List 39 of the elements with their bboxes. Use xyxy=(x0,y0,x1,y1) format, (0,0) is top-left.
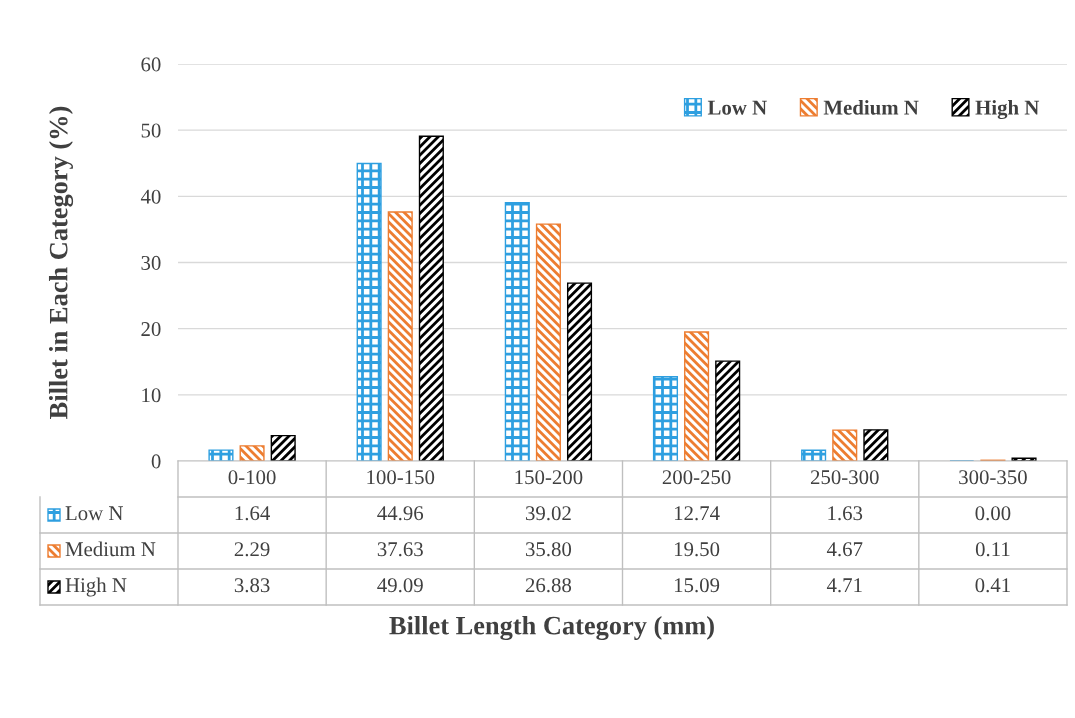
data-label: 4.67 xyxy=(826,542,863,557)
data-label: 0.41 xyxy=(975,578,1010,593)
y-tick-label: 10 xyxy=(142,388,161,403)
text: Medium N xyxy=(65,541,156,557)
data-label: 0.11 xyxy=(975,542,1010,557)
x-tick-label: 300-350 xyxy=(959,470,1027,485)
x-tick-label: 200-250 xyxy=(662,470,731,485)
data-label: 12.74 xyxy=(674,506,720,521)
data-label: 1.64 xyxy=(235,506,270,521)
legend-label: Medium N xyxy=(823,100,919,115)
x-tick-label: 0-100 xyxy=(228,470,276,485)
data-label: 15.09 xyxy=(674,578,720,593)
y-tick-label: 60 xyxy=(141,57,161,72)
legend-label: Low N xyxy=(707,100,767,115)
text: Low N xyxy=(65,506,123,521)
data-label: 44.96 xyxy=(377,506,424,521)
data-label: 3.83 xyxy=(234,578,270,593)
y-tick-label: 0 xyxy=(151,454,161,469)
x-tick-label: 100-150 xyxy=(367,470,435,485)
data-label: 39.02 xyxy=(525,506,571,521)
y-axis-title: Billet in Each Category (%) xyxy=(48,106,74,419)
data-label: 1.63 xyxy=(828,506,863,521)
y-tick-label: 20 xyxy=(141,322,161,337)
y-tick-label: 50 xyxy=(141,123,161,138)
x-tick-label: 150-200 xyxy=(515,470,583,485)
y-tick-label: 40 xyxy=(140,189,161,204)
legend-label: High N xyxy=(975,100,1040,120)
data-label: 35.80 xyxy=(525,542,572,557)
data-label: 37.63 xyxy=(377,542,423,557)
data-label: 49.09 xyxy=(377,578,423,593)
text: High N xyxy=(65,577,127,597)
x-axis-title: Billet Length Category (mm) xyxy=(389,615,714,641)
data-label: 26.88 xyxy=(525,578,572,593)
data-label: 4.71 xyxy=(826,578,862,593)
x-tick-label: 250-300 xyxy=(810,470,879,485)
data-label: 0.00 xyxy=(975,506,1011,521)
data-label: 2.29 xyxy=(234,542,270,557)
data-label: 19.50 xyxy=(674,542,720,557)
y-tick-label: 30 xyxy=(141,255,161,270)
